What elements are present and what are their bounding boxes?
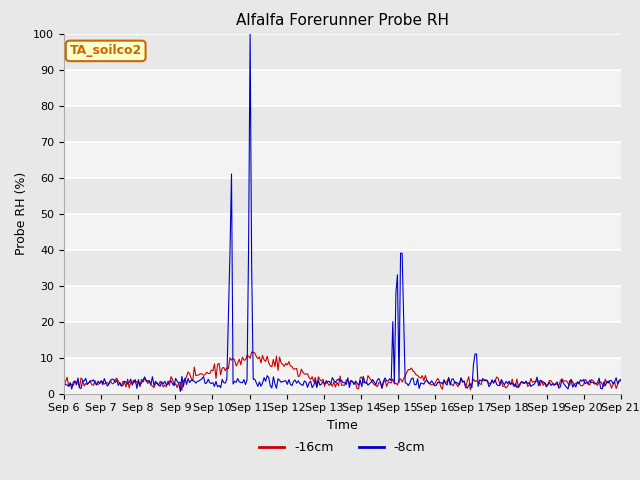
-16cm xyxy=(589,378,596,384)
-8cm xyxy=(60,378,68,384)
Bar xyxy=(64,358,621,394)
Bar xyxy=(64,286,621,322)
Bar xyxy=(64,142,621,178)
Bar xyxy=(64,70,621,106)
Y-axis label: Probe RH (%): Probe RH (%) xyxy=(15,172,28,255)
Line: -8cm: -8cm xyxy=(64,34,621,391)
-16cm xyxy=(617,376,625,382)
-16cm xyxy=(246,355,254,361)
-8cm xyxy=(248,264,255,270)
Line: -16cm: -16cm xyxy=(64,352,621,390)
-8cm xyxy=(246,31,254,36)
X-axis label: Time: Time xyxy=(327,419,358,432)
Text: TA_soilco2: TA_soilco2 xyxy=(70,44,142,58)
-16cm xyxy=(248,349,255,355)
-16cm xyxy=(60,378,68,384)
-8cm xyxy=(589,379,596,385)
-8cm xyxy=(617,378,625,384)
Title: Alfalfa Forerunner Probe RH: Alfalfa Forerunner Probe RH xyxy=(236,13,449,28)
-8cm xyxy=(257,384,265,389)
-16cm xyxy=(257,360,265,366)
-16cm xyxy=(178,387,186,393)
-16cm xyxy=(307,376,314,382)
-8cm xyxy=(129,382,136,388)
-8cm xyxy=(307,378,314,384)
-16cm xyxy=(228,357,236,363)
Legend: -16cm, -8cm: -16cm, -8cm xyxy=(254,436,430,459)
Bar xyxy=(64,214,621,250)
-16cm xyxy=(129,380,136,385)
-8cm xyxy=(228,171,236,177)
-8cm xyxy=(177,388,184,394)
